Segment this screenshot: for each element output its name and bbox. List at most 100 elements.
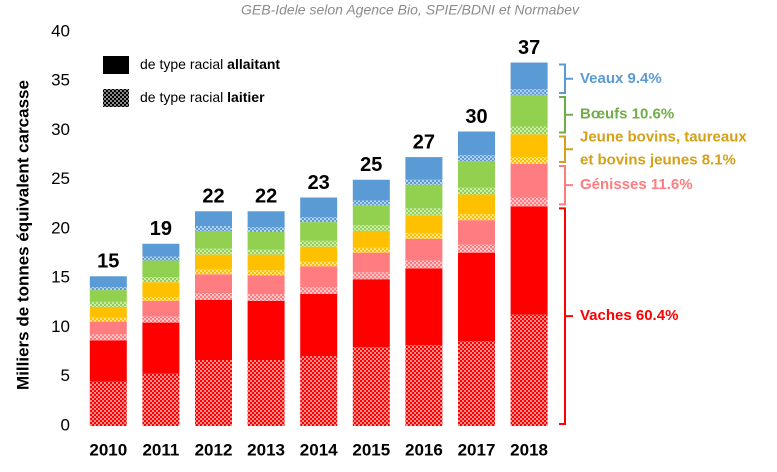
bar-segment (142, 282, 180, 297)
bar-segment (352, 347, 390, 426)
bar-segment (195, 360, 232, 426)
x-tick-label: 2014 (300, 440, 338, 459)
bar-segment (458, 214, 495, 221)
bar-segment (89, 381, 127, 426)
bar-segment (352, 230, 390, 248)
total-label: 15 (97, 251, 119, 273)
y-tick-label: 10 (51, 317, 70, 336)
bar-segment (195, 293, 232, 300)
bar-segment (89, 287, 127, 291)
bar-segment (405, 157, 443, 180)
bar-segment (300, 197, 338, 218)
bar-segment (458, 252, 495, 342)
legend-swatch (103, 89, 129, 107)
bar-segment (458, 155, 495, 162)
bar-segment (247, 227, 285, 232)
bar-segment (458, 341, 495, 426)
bar-segment (89, 340, 127, 382)
annotation: et bovins jeunes 8.1% (580, 152, 736, 169)
bar-segment (247, 211, 285, 228)
x-tick-label: 2018 (510, 440, 548, 459)
legend-bold: allaitant (227, 56, 280, 72)
bar-segment (510, 126, 548, 135)
legend-label: de type racial allaitant (140, 56, 280, 72)
bar-segment (247, 294, 285, 301)
annotation: Génisses 11.6% (580, 176, 693, 193)
total-label: 30 (465, 106, 487, 128)
chart-subtitle: GEB-Idele selon Agence Bio, SPIE/BDNI et… (241, 2, 580, 18)
bar-segment (142, 256, 180, 261)
bar-segment (142, 300, 180, 317)
y-tick-label: 40 (51, 21, 70, 40)
bar-segment (352, 225, 390, 231)
bracket (559, 63, 573, 95)
bar-segment (405, 268, 443, 346)
bar-segment (195, 254, 232, 270)
bar-segment (352, 205, 390, 226)
bar-segment (142, 322, 180, 374)
bar-segment (510, 157, 548, 164)
total-label: 22 (202, 186, 224, 208)
bar-segment (142, 373, 180, 426)
bar-segment (510, 163, 548, 198)
bar-segment (300, 217, 338, 223)
bar-segment (195, 269, 232, 275)
x-tick-label: 2015 (352, 440, 390, 459)
annotation: Veaux 9.4% (580, 70, 662, 87)
bar-segment (510, 89, 548, 96)
bar-segment (405, 208, 443, 216)
bar-segment (195, 226, 232, 231)
bar-segment (247, 254, 285, 271)
y-tick-label: 25 (51, 169, 70, 188)
bar-segment (142, 277, 180, 283)
bar-segment (405, 232, 443, 239)
bar-segment (247, 249, 285, 255)
total-label: 25 (360, 154, 382, 176)
bar-segment (195, 248, 232, 255)
x-tick-label: 2016 (405, 440, 443, 459)
y-tick-label: 35 (51, 71, 70, 90)
bar-segment (510, 206, 548, 315)
bracket (559, 135, 573, 163)
bar-segment (89, 290, 127, 302)
bar-segment (510, 95, 548, 127)
x-tick-label: 2010 (89, 440, 127, 459)
y-axis-label: Milliers de tonnes équivalent carcasse (13, 80, 32, 390)
total-label: 23 (308, 172, 330, 194)
y-tick-label: 15 (51, 268, 70, 287)
bar-segment (89, 276, 127, 288)
y-tick-label: 30 (51, 120, 70, 139)
annotation: Jeune bovins, taureaux (580, 129, 747, 146)
x-tick-label: 2017 (458, 440, 496, 459)
bar-segment (458, 131, 495, 156)
bar-segment (89, 334, 127, 341)
total-label: 19 (150, 218, 172, 240)
bar-segment (89, 306, 127, 318)
bar-segment (405, 215, 443, 233)
bar-segment (195, 299, 232, 361)
bar-segment (300, 222, 338, 241)
bracket (559, 96, 573, 134)
bar-segment (458, 161, 495, 188)
bar-segment (510, 197, 548, 207)
bar-segment (300, 246, 338, 262)
x-tick-label: 2011 (142, 440, 179, 459)
bar-segment (142, 260, 180, 278)
total-label: 37 (518, 37, 540, 59)
annotation: Bœufs 10.6% (580, 106, 674, 123)
legend-bold: laitier (227, 89, 265, 105)
bar-segment (352, 179, 390, 201)
bar-segment (352, 279, 390, 348)
bar-segment (300, 261, 338, 267)
y-tick-label: 0 (61, 415, 70, 434)
bar-segment (300, 356, 338, 426)
bar-segment (247, 270, 285, 276)
bar-segment (300, 294, 338, 357)
x-tick-label: 2013 (247, 440, 285, 459)
legend-label: de type racial laitier (140, 89, 265, 105)
annotation: Vaches 60.4% (580, 307, 678, 324)
bar-segment (352, 252, 390, 273)
legend-text: de type racial (140, 89, 223, 105)
bar-segment (247, 360, 285, 426)
